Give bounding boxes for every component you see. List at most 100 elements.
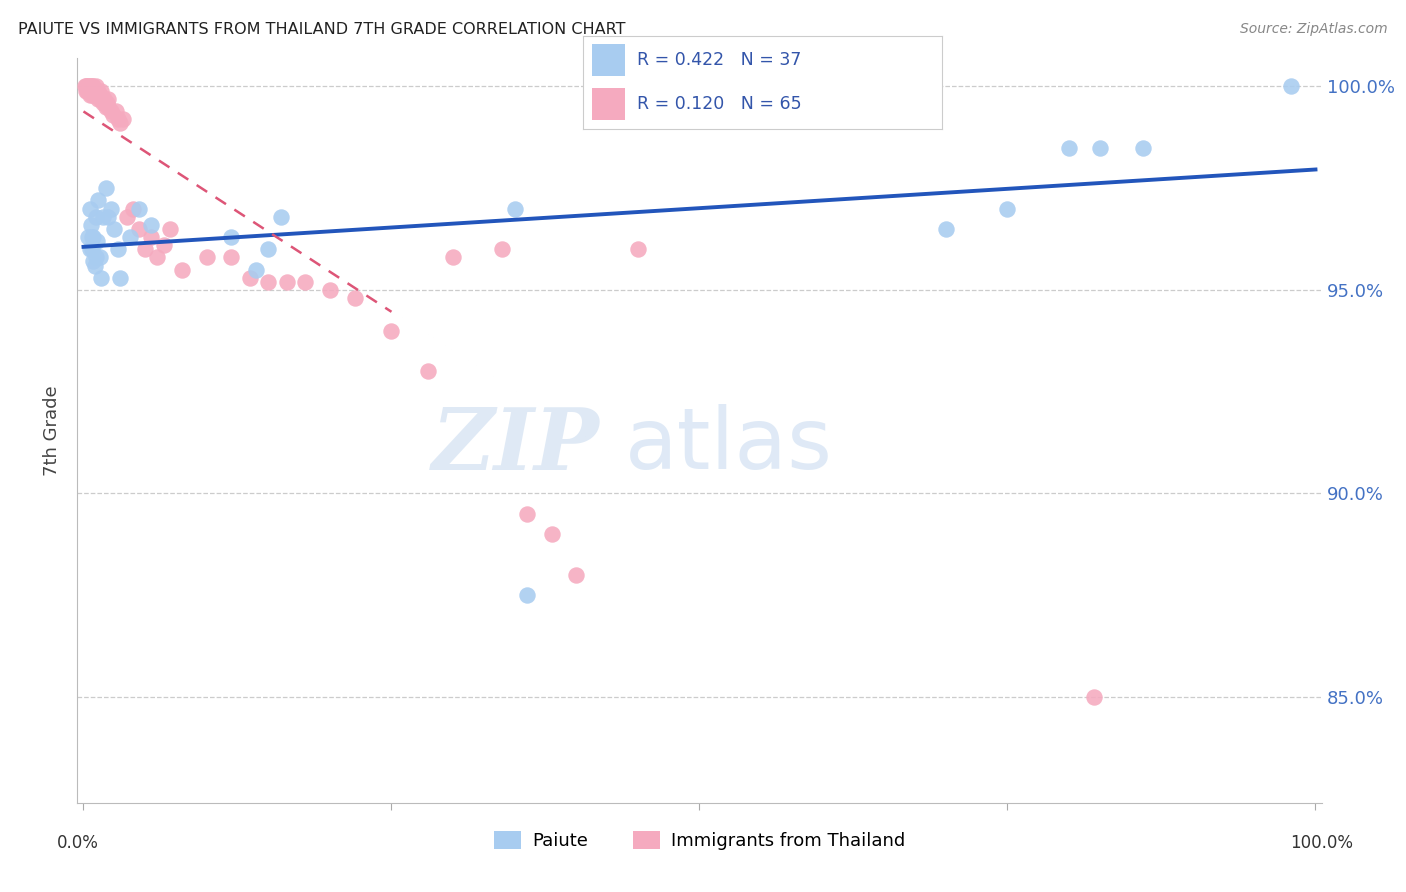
Y-axis label: 7th Grade: 7th Grade: [44, 385, 62, 475]
Point: [128, 222, 150, 236]
Point: [134, 242, 156, 256]
Point: [84, 84, 107, 98]
Point: [1132, 140, 1154, 154]
Point: [90, 84, 112, 98]
Text: 100.0%: 100.0%: [1291, 834, 1353, 852]
Point: [87, 194, 110, 208]
Point: [170, 262, 193, 277]
Point: [90, 270, 112, 285]
Point: [80, 79, 103, 94]
Point: [91, 210, 114, 224]
Point: [276, 275, 298, 289]
Point: [82, 230, 104, 244]
Point: [294, 275, 316, 289]
Point: [80, 218, 103, 232]
Point: [80, 84, 103, 98]
Point: [101, 108, 124, 122]
Point: [97, 210, 120, 224]
Point: [79, 79, 101, 94]
Point: [76, 79, 98, 94]
Point: [83, 84, 105, 98]
Point: [94, 100, 117, 114]
Point: [418, 364, 440, 378]
Point: [87, 92, 110, 106]
Point: [141, 230, 163, 244]
Point: [120, 230, 142, 244]
Point: [82, 230, 104, 244]
Point: [107, 242, 129, 256]
Point: [97, 92, 120, 106]
Point: [82, 242, 104, 256]
Point: [221, 251, 243, 265]
Point: [110, 270, 132, 285]
Point: [270, 210, 292, 224]
Point: [1088, 140, 1111, 154]
Text: PAIUTE VS IMMIGRANTS FROM THAILAND 7TH GRADE CORRELATION CHART: PAIUTE VS IMMIGRANTS FROM THAILAND 7TH G…: [18, 22, 626, 37]
Point: [627, 242, 650, 256]
Point: [491, 242, 513, 256]
Point: [1057, 140, 1080, 154]
Text: atlas: atlas: [624, 404, 832, 487]
Point: [79, 242, 101, 256]
Point: [565, 567, 588, 582]
Point: [107, 112, 129, 126]
Point: [141, 218, 163, 232]
Text: ZIP: ZIP: [432, 403, 600, 487]
Point: [104, 103, 127, 118]
Point: [75, 79, 97, 94]
Point: [75, 84, 97, 98]
Point: [73, 79, 96, 94]
Point: [82, 79, 104, 94]
Point: [76, 84, 98, 98]
Point: [257, 242, 280, 256]
Point: [103, 222, 125, 236]
Point: [84, 210, 107, 224]
Point: [82, 254, 104, 268]
Point: [221, 230, 243, 244]
Point: [97, 100, 120, 114]
Point: [239, 270, 262, 285]
Point: [82, 84, 104, 98]
Point: [100, 202, 122, 216]
Point: [935, 222, 957, 236]
Bar: [592, 88, 624, 120]
Point: [516, 588, 538, 602]
Point: [79, 84, 101, 98]
Bar: [592, 44, 624, 76]
Point: [79, 202, 101, 216]
Point: [86, 234, 108, 248]
Point: [1279, 79, 1302, 94]
Point: [96, 95, 118, 110]
Point: [91, 95, 114, 110]
Text: R = 0.120   N = 65: R = 0.120 N = 65: [637, 95, 801, 112]
Point: [84, 79, 107, 94]
Point: [77, 230, 100, 244]
Point: [503, 202, 526, 216]
Point: [83, 87, 105, 102]
Point: [516, 507, 538, 521]
Point: [343, 291, 366, 305]
Point: [86, 87, 108, 102]
Text: 0.0%: 0.0%: [56, 834, 98, 852]
Point: [319, 283, 342, 297]
Text: R = 0.422   N = 37: R = 0.422 N = 37: [637, 51, 801, 69]
Point: [257, 275, 280, 289]
Point: [115, 210, 138, 224]
Point: [146, 251, 169, 265]
Point: [77, 84, 100, 98]
Point: [152, 238, 174, 252]
Point: [111, 112, 134, 126]
Point: [93, 92, 115, 106]
Point: [441, 251, 464, 265]
Point: [245, 262, 267, 277]
Point: [89, 87, 111, 102]
Point: [540, 527, 562, 541]
Point: [100, 103, 122, 118]
Point: [997, 202, 1019, 216]
Legend: Paiute, Immigrants from Thailand: Paiute, Immigrants from Thailand: [486, 823, 912, 857]
Point: [110, 116, 132, 130]
Point: [159, 222, 181, 236]
Point: [87, 84, 110, 98]
Point: [380, 324, 402, 338]
Point: [94, 181, 117, 195]
